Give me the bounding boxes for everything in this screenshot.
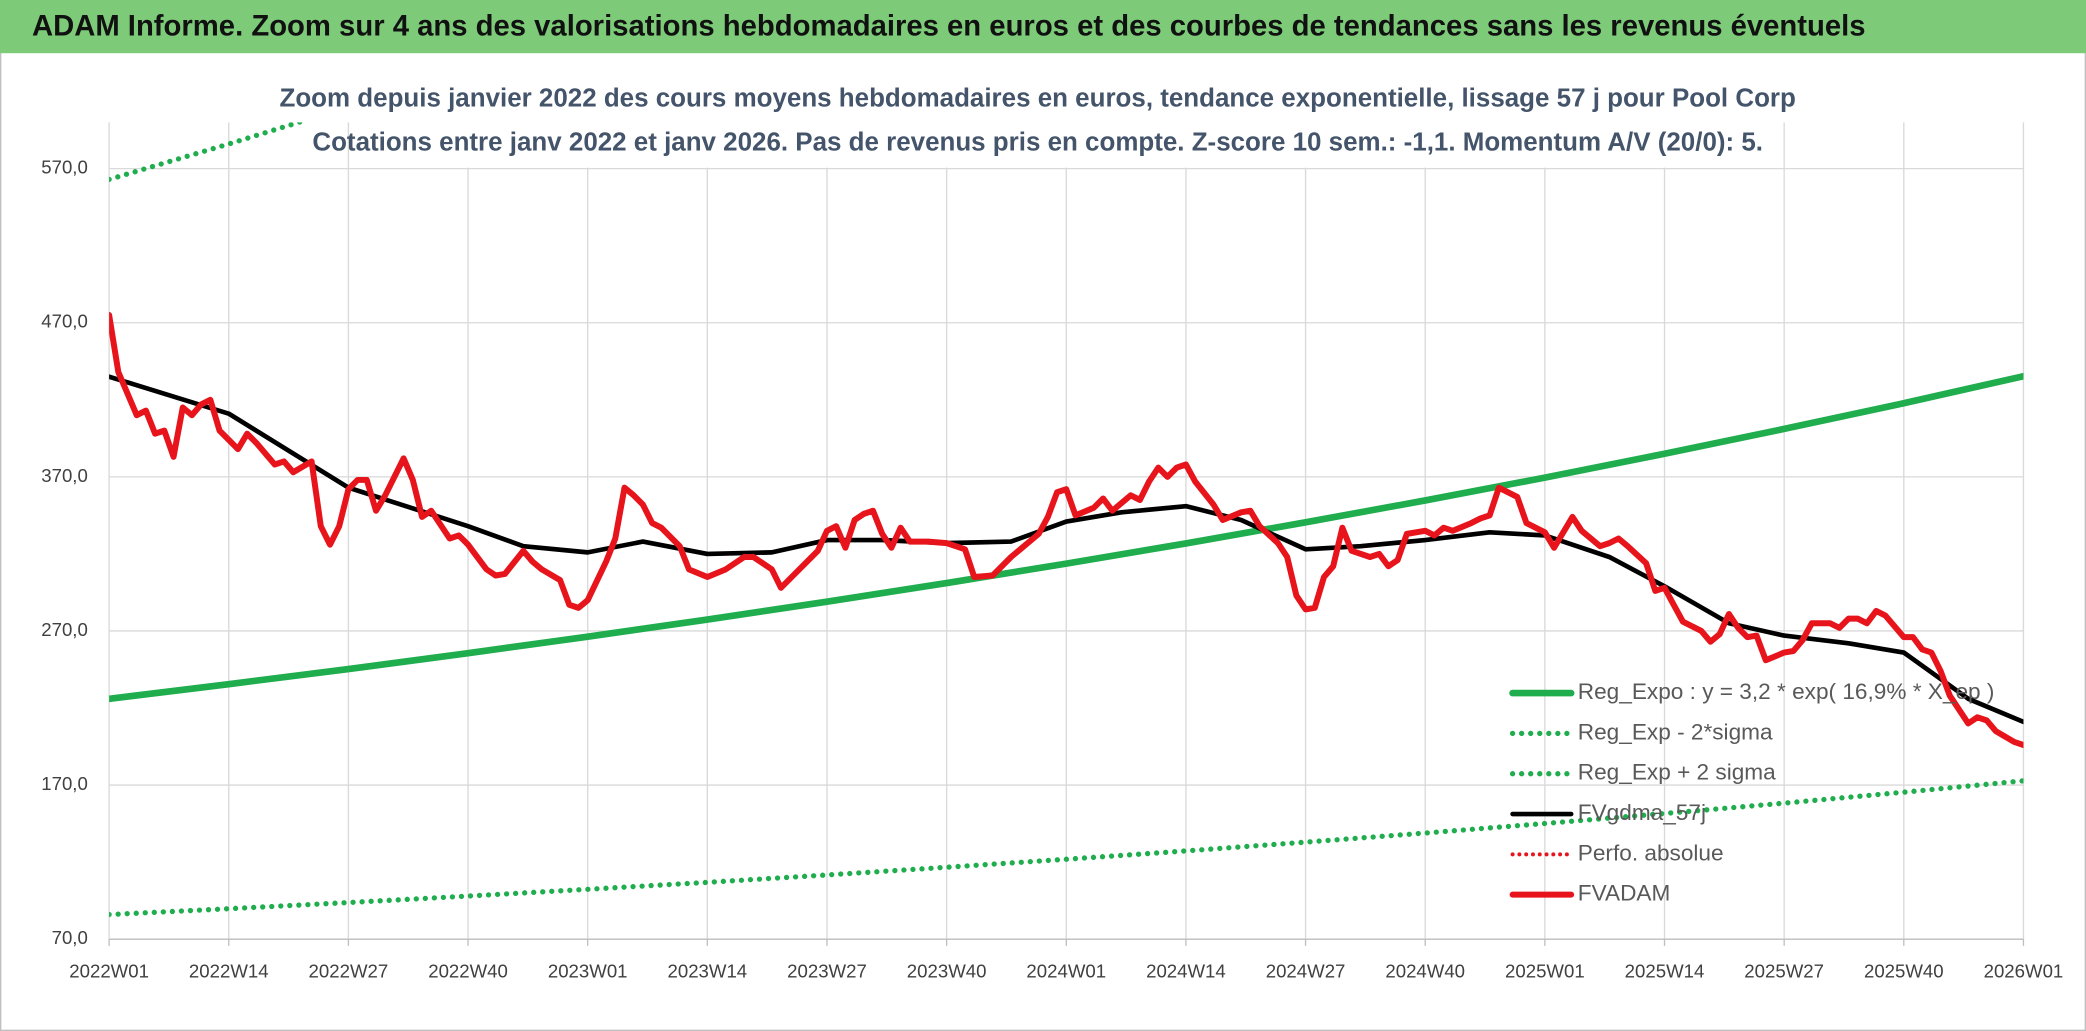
legend-label: FVgdma_57j [1578,800,1706,825]
x-tick-label: 2022W40 [428,960,508,981]
y-tick-label: 370,0 [41,465,88,486]
x-tick-label: 2025W01 [1505,960,1585,981]
y-tick-label: 70,0 [52,927,88,948]
y-tick-label: 470,0 [41,311,88,332]
x-tick-label: 2022W27 [309,960,389,981]
x-tick-label: 2023W01 [548,960,628,981]
legend-label: Reg_Exp + 2 sigma [1578,760,1776,785]
title-backdrop [352,77,1737,168]
y-tick-label: 170,0 [41,773,88,794]
x-tick-label: 2024W14 [1146,960,1226,981]
header-bar [0,0,2086,54]
chart-subtitle: Cotations entre janv 2022 et janv 2026. … [312,129,1763,157]
header-title: ADAM Informe. Zoom sur 4 ans des valoris… [32,11,1866,43]
x-tick-label: 2022W14 [189,960,269,981]
legend-label: Reg_Exp - 2*sigma [1578,719,1773,744]
x-tick-label: 2022W01 [69,960,149,981]
legend: Reg_Expo : y = 3,2 * exp( 16,9% * X_ep )… [1509,679,1995,906]
y-tick-label: 570,0 [41,157,88,178]
x-tick-label: 2026W01 [1984,960,2064,981]
x-tick-label: 2023W14 [668,960,748,981]
x-tick-label: 2023W27 [787,960,867,981]
x-tick-label: 2024W27 [1266,960,1346,981]
chart-title: Zoom depuis janvier 2022 des cours moyen… [279,85,1795,113]
series-line [109,778,2024,918]
x-tick-label: 2025W40 [1864,960,1944,981]
x-tick-label: 2024W40 [1385,960,1465,981]
series-line [109,372,2024,703]
x-tick-label: 2025W14 [1625,960,1705,981]
x-tick-label: 2024W01 [1026,960,1106,981]
legend-label: Perfo. absolue [1578,840,1724,865]
y-tick-label: 270,0 [41,619,88,640]
legend-label: Reg_Expo : y = 3,2 * exp( 16,9% * X_ep ) [1578,679,1995,704]
plot-lines [109,122,2024,918]
legend-label: FVADAM [1578,881,1671,906]
x-tick-label: 2023W40 [907,960,987,981]
x-tick-label: 2025W27 [1744,960,1824,981]
series-line [109,312,2024,749]
